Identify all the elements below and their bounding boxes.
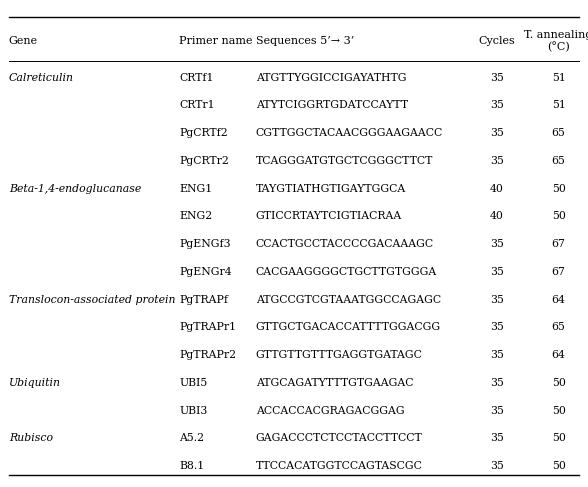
Text: CCACTGCCTACCCCGACAAAGC: CCACTGCCTACCCCGACAAAGC [256, 239, 434, 249]
Text: 40: 40 [490, 184, 504, 193]
Text: 35: 35 [490, 378, 504, 388]
Text: 50: 50 [552, 433, 566, 443]
Text: 64: 64 [552, 350, 566, 360]
Text: 67: 67 [552, 267, 566, 277]
Text: 65: 65 [552, 156, 566, 166]
Text: 67: 67 [552, 239, 566, 249]
Text: Ubiquitin: Ubiquitin [9, 378, 61, 388]
Text: Beta-1,4-endoglucanase: Beta-1,4-endoglucanase [9, 184, 141, 193]
Text: 35: 35 [490, 100, 504, 110]
Text: Cycles: Cycles [479, 37, 515, 46]
Text: ATGCCGTCGTAAATGGCCAGAGC: ATGCCGTCGTAAATGGCCAGAGC [256, 295, 441, 304]
Text: 35: 35 [490, 239, 504, 249]
Text: Calreticulin: Calreticulin [9, 73, 74, 82]
Text: TTCCACATGGTCCAGTASCGC: TTCCACATGGTCCAGTASCGC [256, 461, 423, 471]
Text: 35: 35 [490, 295, 504, 304]
Text: Gene: Gene [9, 37, 38, 46]
Text: 50: 50 [552, 461, 566, 471]
Text: T. annealing
(°C): T. annealing (°C) [524, 30, 588, 53]
Text: 65: 65 [552, 322, 566, 332]
Text: ENG1: ENG1 [179, 184, 213, 193]
Text: 35: 35 [490, 322, 504, 332]
Text: Primer name: Primer name [179, 37, 253, 46]
Text: 50: 50 [552, 211, 566, 221]
Text: 51: 51 [552, 73, 566, 82]
Text: 35: 35 [490, 128, 504, 138]
Text: 65: 65 [552, 128, 566, 138]
Text: PgCRTf2: PgCRTf2 [179, 128, 228, 138]
Text: PgCRTr2: PgCRTr2 [179, 156, 229, 166]
Text: PgENGr4: PgENGr4 [179, 267, 232, 277]
Text: 35: 35 [490, 350, 504, 360]
Text: Sequences 5’→ 3’: Sequences 5’→ 3’ [256, 37, 354, 46]
Text: UBI3: UBI3 [179, 406, 208, 415]
Text: GTICCRTAYTCIGTIACRAA: GTICCRTAYTCIGTIACRAA [256, 211, 402, 221]
Text: CACGAAGGGGCTGCTTGTGGGA: CACGAAGGGGCTGCTTGTGGGA [256, 267, 437, 277]
Text: 35: 35 [490, 73, 504, 82]
Text: PgTRAPf: PgTRAPf [179, 295, 228, 304]
Text: GTTGTTGTTTGAGGTGATAGC: GTTGTTGTTTGAGGTGATAGC [256, 350, 423, 360]
Text: B8.1: B8.1 [179, 461, 205, 471]
Text: A5.2: A5.2 [179, 433, 205, 443]
Text: 35: 35 [490, 267, 504, 277]
Text: PgENGf3: PgENGf3 [179, 239, 231, 249]
Text: GTTGCTGACACCATTTTGGACGG: GTTGCTGACACCATTTTGGACGG [256, 322, 441, 332]
Text: ENG2: ENG2 [179, 211, 213, 221]
Text: ATGTTYGGICCIGAYATHTG: ATGTTYGGICCIGAYATHTG [256, 73, 406, 82]
Text: 35: 35 [490, 461, 504, 471]
Text: TAYGTIATHGTIGAYTGGCA: TAYGTIATHGTIGAYTGGCA [256, 184, 406, 193]
Text: 35: 35 [490, 156, 504, 166]
Text: 50: 50 [552, 378, 566, 388]
Text: GAGACCCTCTCCTACCTTCCT: GAGACCCTCTCCTACCTTCCT [256, 433, 423, 443]
Text: Rubisco: Rubisco [9, 433, 53, 443]
Text: 35: 35 [490, 406, 504, 415]
Text: UBI5: UBI5 [179, 378, 208, 388]
Text: CRTr1: CRTr1 [179, 100, 215, 110]
Text: CGTTGGCTACAACGGGAAGAACC: CGTTGGCTACAACGGGAAGAACC [256, 128, 443, 138]
Text: ATYTCIGGRTGDATCCAYTT: ATYTCIGGRTGDATCCAYTT [256, 100, 408, 110]
Text: PgTRAPr2: PgTRAPr2 [179, 350, 236, 360]
Text: 64: 64 [552, 295, 566, 304]
Text: 50: 50 [552, 406, 566, 415]
Text: 40: 40 [490, 211, 504, 221]
Text: TCAGGGATGTGCTCGGGCTTCT: TCAGGGATGTGCTCGGGCTTCT [256, 156, 433, 166]
Text: CRTf1: CRTf1 [179, 73, 214, 82]
Text: Translocon-associated protein: Translocon-associated protein [9, 295, 175, 304]
Text: 50: 50 [552, 184, 566, 193]
Text: PgTRAPr1: PgTRAPr1 [179, 322, 236, 332]
Text: 35: 35 [490, 433, 504, 443]
Text: 51: 51 [552, 100, 566, 110]
Text: ACCACCACGRAGACGGAG: ACCACCACGRAGACGGAG [256, 406, 405, 415]
Text: ATGCAGATYTTTGTGAAGAC: ATGCAGATYTTTGTGAAGAC [256, 378, 413, 388]
